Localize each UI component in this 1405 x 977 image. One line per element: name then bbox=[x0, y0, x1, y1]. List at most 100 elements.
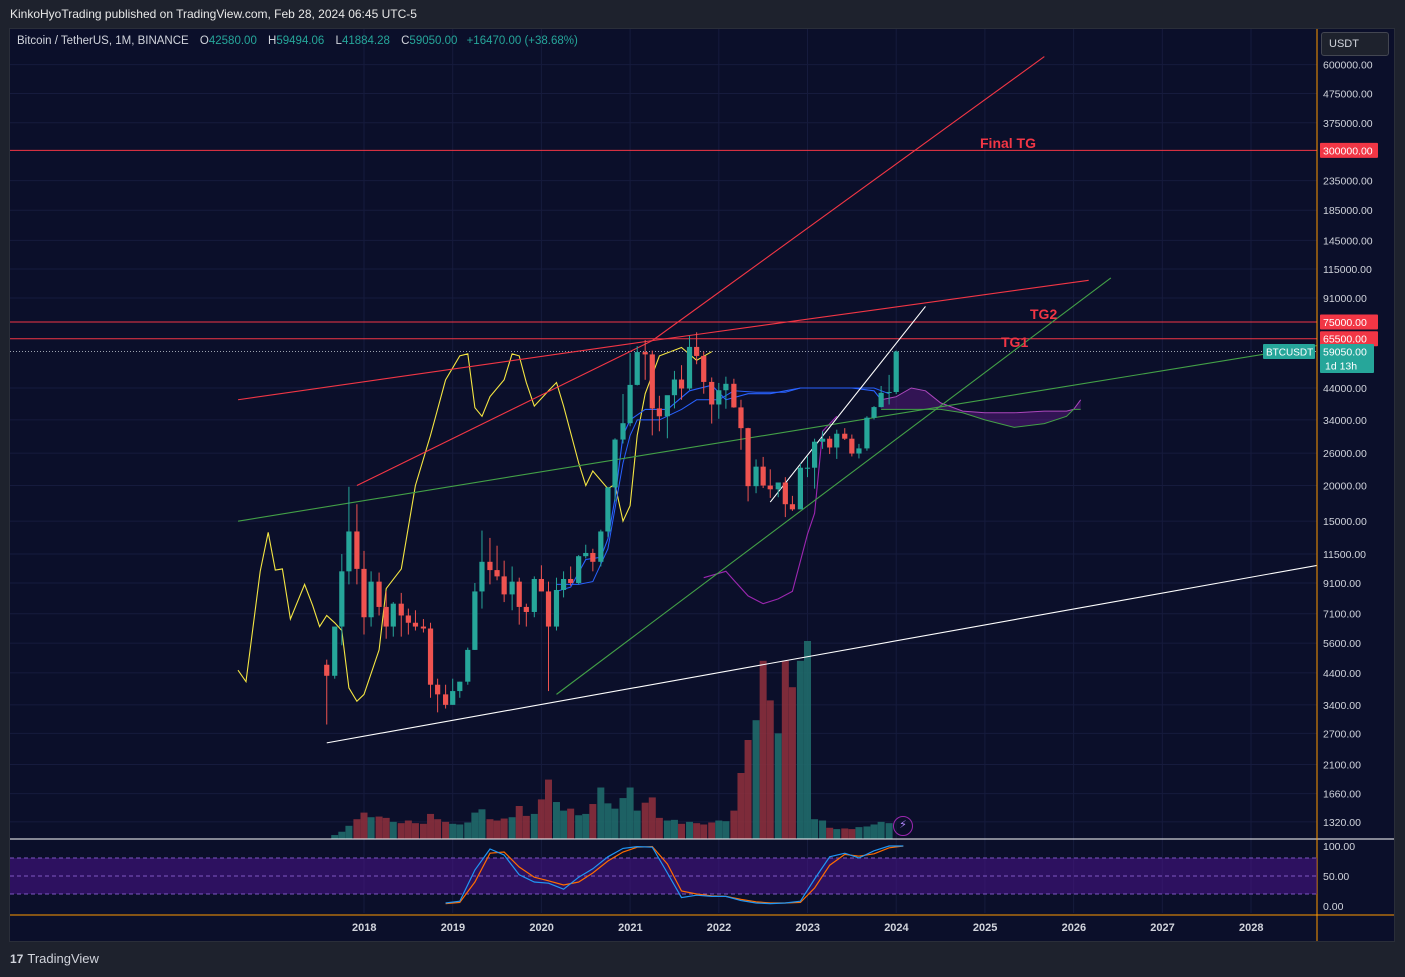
volume-bar bbox=[434, 819, 442, 839]
volume-bar bbox=[522, 815, 530, 839]
price-tick-label: 11500.00 bbox=[1323, 549, 1366, 561]
volume-bar bbox=[715, 820, 723, 839]
volume-bar bbox=[589, 804, 597, 839]
volume-bar bbox=[537, 799, 545, 839]
candle-body bbox=[886, 391, 892, 393]
candle-body bbox=[523, 606, 529, 612]
candle-body bbox=[516, 581, 522, 607]
price-tick-label: 1320.00 bbox=[1323, 817, 1361, 829]
volume-bar bbox=[678, 823, 686, 839]
rsi-tick-label: 0.00 bbox=[1323, 901, 1344, 913]
candle-body bbox=[427, 628, 434, 685]
volume-bar bbox=[597, 787, 605, 839]
candle-body bbox=[405, 615, 411, 623]
candle-body bbox=[332, 626, 338, 676]
time-tick-label: 2028 bbox=[1239, 922, 1263, 934]
legend-open-value: 42580.00 bbox=[208, 35, 257, 47]
volume-bar bbox=[544, 779, 552, 839]
volume-bar bbox=[500, 818, 508, 839]
target-text-label: Final TG bbox=[980, 135, 1036, 151]
legend-open-label: O bbox=[199, 35, 209, 47]
volume-bar bbox=[788, 687, 796, 839]
volume-bar bbox=[730, 810, 738, 839]
price-label-text: 75000.00 bbox=[1323, 317, 1367, 329]
volume-bar bbox=[427, 813, 435, 839]
candle-body bbox=[346, 531, 352, 572]
price-tick-label: 2700.00 bbox=[1323, 728, 1361, 740]
volume-bar bbox=[811, 819, 819, 839]
price-tick-label: 475000.00 bbox=[1323, 89, 1373, 101]
countdown-text: 1d 13h bbox=[1325, 361, 1357, 373]
volume-bar bbox=[560, 810, 568, 839]
volume-bar bbox=[737, 773, 745, 839]
candle-body bbox=[509, 581, 515, 595]
candle-body bbox=[443, 694, 449, 705]
candle-body bbox=[531, 578, 537, 612]
legend-low-label: L bbox=[335, 35, 342, 47]
candle-body bbox=[605, 487, 611, 532]
volume-bar bbox=[885, 823, 893, 839]
price-label-text: 65500.00 bbox=[1323, 334, 1367, 346]
volume-bar bbox=[345, 825, 353, 839]
volume-bar bbox=[567, 808, 575, 839]
volume-bar bbox=[781, 660, 789, 839]
candle-body bbox=[398, 603, 404, 616]
candle-body bbox=[368, 581, 374, 618]
candle-body bbox=[435, 684, 441, 695]
volume-bar bbox=[375, 816, 383, 839]
candle-body bbox=[501, 576, 507, 595]
candle-body bbox=[465, 649, 471, 682]
volume-bar bbox=[419, 823, 427, 839]
tradingview-logo-mark: 17 bbox=[10, 952, 24, 966]
chart-legend: Bitcoin / TetherUS, 1M, BINANCE O42580.0… bbox=[17, 35, 578, 47]
volume-bar bbox=[722, 821, 730, 839]
volume-bar bbox=[759, 660, 767, 839]
time-tick-label: 2021 bbox=[618, 922, 642, 934]
price-tick-label: 34000.00 bbox=[1323, 415, 1367, 427]
candle-body bbox=[827, 438, 833, 448]
candle-body bbox=[797, 467, 804, 510]
candle-body bbox=[479, 561, 485, 592]
candle-body bbox=[420, 626, 427, 629]
kijun-line bbox=[556, 387, 890, 585]
volume-bar bbox=[700, 824, 708, 839]
price-tick-label: 375000.00 bbox=[1323, 118, 1373, 130]
candle-body bbox=[324, 664, 330, 676]
lightning-icon[interactable]: ⚡ bbox=[893, 816, 913, 836]
price-tick-label: 600000.00 bbox=[1323, 60, 1373, 72]
rsi-tick-label: 100.00 bbox=[1323, 841, 1355, 853]
price-tick-label: 1660.00 bbox=[1323, 789, 1361, 801]
currency-button[interactable]: USDT bbox=[1321, 32, 1389, 56]
time-tick-label: 2020 bbox=[529, 922, 553, 934]
volume-bar bbox=[833, 829, 841, 839]
volume-bar bbox=[508, 817, 516, 839]
target-text-label: TG2 bbox=[1030, 306, 1057, 322]
legend-high-label: H bbox=[268, 35, 277, 47]
rsi-k-line bbox=[445, 845, 904, 905]
price-tick-label: 9100.00 bbox=[1323, 578, 1361, 590]
candle-body bbox=[568, 578, 574, 583]
tradingview-logo[interactable]: 17 TradingView bbox=[10, 951, 99, 966]
candle-body bbox=[878, 392, 884, 408]
candle-body bbox=[627, 384, 633, 424]
target-text-label: TG1 bbox=[1001, 334, 1028, 350]
legend-close-value: 59050.00 bbox=[409, 35, 458, 47]
volume-bar bbox=[471, 812, 479, 839]
candle-body bbox=[656, 408, 662, 417]
volume-bar bbox=[663, 820, 671, 839]
volume-bar bbox=[633, 810, 641, 839]
volume-bar bbox=[641, 802, 649, 839]
candle-body bbox=[538, 578, 544, 592]
volume-bar bbox=[382, 817, 390, 839]
candle-body bbox=[620, 423, 626, 440]
rsi-tick-label: 50.00 bbox=[1323, 871, 1349, 883]
time-tick-label: 2019 bbox=[441, 922, 465, 934]
candle-body bbox=[412, 622, 419, 627]
volume-bar bbox=[766, 700, 774, 839]
volume-bar bbox=[515, 806, 523, 839]
price-tick-label: 15000.00 bbox=[1323, 516, 1367, 528]
time-tick-label: 2018 bbox=[352, 922, 376, 934]
price-tick-label: 20000.00 bbox=[1323, 481, 1367, 493]
volume-bar bbox=[655, 817, 663, 839]
